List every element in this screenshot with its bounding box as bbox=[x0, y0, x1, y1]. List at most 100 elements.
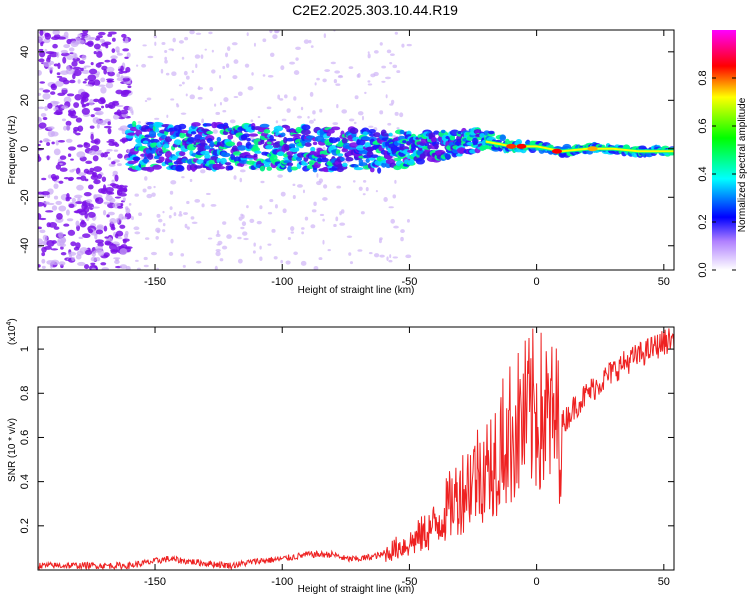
speckle bbox=[168, 215, 172, 219]
speckle bbox=[267, 212, 273, 215]
speckle bbox=[226, 234, 232, 239]
speckle bbox=[333, 78, 338, 84]
noise-blob bbox=[96, 35, 103, 39]
speckle bbox=[189, 94, 195, 100]
speckle bbox=[400, 229, 405, 234]
speckle bbox=[332, 122, 339, 126]
signal-blob bbox=[304, 142, 312, 147]
speckle bbox=[212, 129, 218, 134]
signal-blob bbox=[127, 160, 137, 165]
noise-blob bbox=[78, 236, 84, 239]
speckle bbox=[215, 248, 221, 252]
speckle bbox=[318, 257, 323, 261]
noise-blob bbox=[61, 105, 69, 110]
noise-blob bbox=[119, 125, 129, 132]
speckle bbox=[269, 52, 275, 57]
noise-blob bbox=[56, 213, 63, 220]
carrier-peak bbox=[516, 143, 527, 149]
noise-blob bbox=[103, 252, 110, 258]
x-tick-label: -150 bbox=[144, 276, 166, 288]
noise-blob bbox=[70, 107, 74, 111]
speckle bbox=[191, 221, 198, 225]
y-tick-label: -20 bbox=[19, 189, 31, 205]
noise-blob bbox=[53, 148, 61, 156]
noise-blob bbox=[93, 79, 101, 86]
noise-blob bbox=[59, 155, 67, 160]
speckle bbox=[208, 31, 213, 35]
y-tick-label: 0.6 bbox=[19, 430, 31, 445]
noise-blob bbox=[41, 191, 50, 196]
noise-blob bbox=[119, 248, 128, 256]
signal-blob bbox=[206, 130, 214, 135]
signal-blob bbox=[341, 162, 348, 168]
noise-blob bbox=[101, 176, 107, 182]
signal-blob bbox=[173, 139, 182, 146]
speckle bbox=[222, 110, 227, 113]
noise-blob bbox=[60, 49, 68, 54]
signal-blob bbox=[259, 123, 270, 128]
noise-blob bbox=[100, 152, 105, 158]
speckle bbox=[330, 61, 336, 65]
speckle bbox=[304, 216, 309, 221]
speckle bbox=[316, 77, 320, 81]
noise-blob bbox=[47, 102, 53, 109]
snr-axes: -150 -100 -50 0 50 0.2 0.4 0.6 0.8 1 bbox=[19, 327, 674, 588]
speckle bbox=[388, 206, 394, 209]
speckle bbox=[362, 193, 366, 196]
signal-blob bbox=[381, 133, 391, 137]
speckle bbox=[153, 185, 156, 189]
speckle bbox=[394, 31, 398, 35]
noise-blob bbox=[124, 230, 129, 236]
noise-blob bbox=[70, 241, 77, 247]
noise-blob bbox=[100, 262, 107, 266]
noise-blob bbox=[122, 185, 128, 188]
speckle bbox=[133, 226, 140, 231]
speckle bbox=[215, 111, 221, 115]
noise-blob bbox=[66, 218, 74, 222]
speckle bbox=[319, 213, 325, 217]
signal-blob bbox=[254, 150, 262, 154]
noise-blob bbox=[122, 197, 126, 202]
speckle bbox=[184, 36, 189, 41]
noise-blob bbox=[83, 191, 92, 197]
speckle bbox=[216, 243, 221, 246]
noise-blob bbox=[53, 183, 59, 189]
noise-blob bbox=[105, 186, 114, 193]
noise-blob bbox=[110, 55, 118, 60]
noise-blob bbox=[76, 144, 84, 148]
noise-blob bbox=[46, 57, 51, 64]
signal-blob bbox=[187, 136, 196, 143]
noise-blob bbox=[61, 87, 68, 90]
x-tick-label: -50 bbox=[401, 576, 417, 588]
signal-blob bbox=[431, 136, 437, 143]
speckle bbox=[367, 83, 373, 86]
speckle bbox=[170, 238, 174, 244]
noise-blob bbox=[71, 197, 76, 203]
carrier-peak bbox=[587, 146, 598, 152]
noise-blob bbox=[38, 155, 42, 162]
noise-blob bbox=[90, 61, 94, 66]
speckle bbox=[200, 169, 206, 174]
speckle bbox=[322, 239, 325, 245]
speckle bbox=[281, 118, 287, 122]
noise-blob bbox=[75, 201, 83, 205]
speckle bbox=[335, 216, 339, 222]
signal-blob bbox=[356, 144, 366, 151]
noise-blob bbox=[110, 58, 117, 64]
noise-blob bbox=[91, 206, 100, 209]
speckle bbox=[160, 68, 164, 74]
noise-blob bbox=[65, 198, 70, 202]
speckle bbox=[322, 78, 327, 83]
noise-blob bbox=[81, 103, 90, 107]
speckle bbox=[137, 120, 141, 124]
speckle bbox=[205, 192, 211, 196]
speckle bbox=[267, 243, 272, 246]
noise-blob bbox=[68, 203, 75, 208]
speckle bbox=[211, 69, 216, 74]
signal-blob bbox=[153, 155, 161, 160]
noise-blob bbox=[99, 97, 105, 102]
noise-blob bbox=[121, 76, 130, 79]
speckle bbox=[153, 35, 157, 39]
noise-blob bbox=[38, 117, 42, 123]
speckle bbox=[239, 177, 243, 183]
